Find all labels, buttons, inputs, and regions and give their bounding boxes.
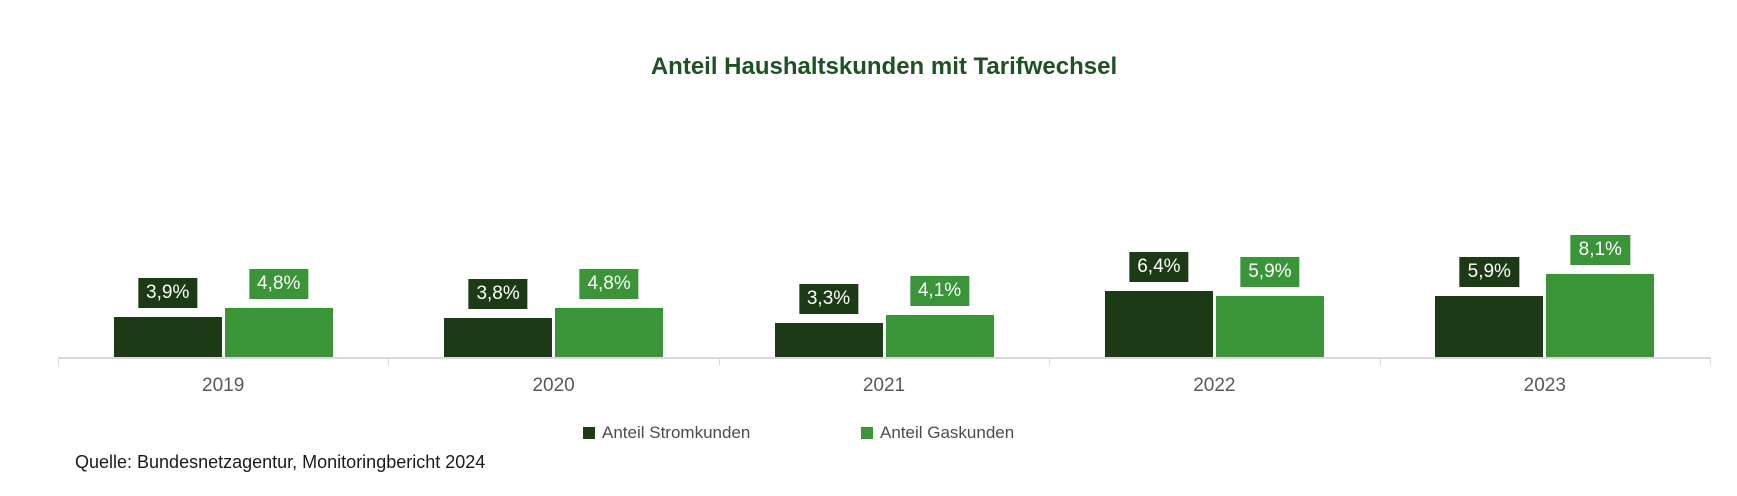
x-axis-tick [1049,357,1051,365]
bar-anteil-gaskunden-2021 [885,315,994,357]
bar-value-label: 5,9% [1459,257,1519,287]
bar-anteil-gaskunden-2023 [1546,274,1655,357]
bar-anteil-stromkunden-2020 [444,318,553,357]
bar-anteil-stromkunden-2021 [774,323,883,357]
bar-value-label: 3,8% [468,279,528,309]
x-axis-label-2019: 2019 [202,375,245,396]
x-axis-label-2023: 2023 [1523,375,1566,396]
legend-label: Anteil Stromkunden [602,423,751,442]
x-axis-tick [388,357,390,365]
legend-label: Anteil Gaskunden [880,423,1015,442]
bar-value-label: 3,9% [138,278,198,308]
bar-anteil-gaskunden-2022 [1215,296,1324,357]
gas-legend-swatch-icon [861,427,873,439]
bar-value-label: 5,9% [1240,257,1300,287]
bar-anteil-stromkunden-2023 [1435,296,1544,357]
x-axis-tick [58,357,59,365]
x-axis-tick [1379,357,1381,365]
source-note: Quelle: Bundesnetzagentur, Monitoringber… [75,452,486,472]
bar-value-label: 4,1% [909,276,970,306]
x-axis-tick [718,357,720,365]
bar-value-label: 6,4% [1129,252,1189,282]
legend-item-stromkunden: Anteil Stromkunden [583,421,750,445]
x-axis-label-2020: 2020 [532,375,575,396]
x-axis-tick [1710,357,1711,365]
bar-value-label: 8,1% [1570,235,1630,265]
x-axis-line [58,357,1710,359]
bar-value-label: 4,8% [249,269,309,299]
bar-value-label: 3,3% [798,284,859,314]
legend-item-gaskunden: Anteil Gaskunden [861,421,1014,445]
bar-anteil-stromkunden-2022 [1104,291,1213,357]
bar-value-label: 4,8% [579,269,639,299]
bar-anteil-gaskunden-2019 [224,308,333,357]
chart-title: Anteil Haushaltskunden mit Tarifwechsel [650,53,1118,80]
strom-legend-swatch-icon [583,427,595,439]
x-axis-label-2021: 2021 [862,375,906,396]
bar-anteil-stromkunden-2019 [113,317,222,357]
bar-anteil-gaskunden-2020 [555,308,664,357]
x-axis-label-2022: 2022 [1193,375,1236,396]
